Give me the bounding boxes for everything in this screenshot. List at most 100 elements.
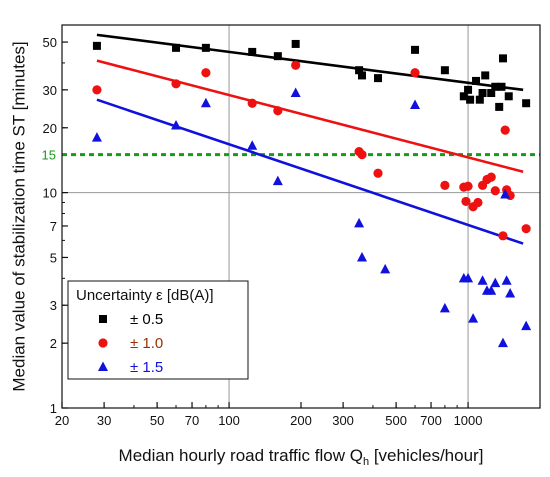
legend-marker (99, 315, 107, 323)
data-point (354, 217, 365, 228)
data-point (472, 76, 481, 85)
data-point (410, 68, 420, 78)
data-point (91, 132, 102, 142)
data-point (410, 99, 421, 110)
data-point (92, 41, 101, 50)
data-point (440, 66, 449, 75)
legend-box (67, 280, 249, 380)
data-point (461, 196, 471, 207)
data-point (172, 43, 181, 52)
data-point (500, 188, 511, 199)
legend-marker (98, 338, 108, 348)
y-tick-label: 30 (43, 83, 57, 98)
legend-marker (98, 361, 108, 371)
data-point (273, 106, 283, 116)
x-tick-label: 500 (385, 413, 407, 428)
data-point (501, 275, 512, 285)
data-point (92, 85, 102, 95)
fit-lines (96, 33, 524, 245)
data-point (247, 140, 258, 150)
data-point (495, 102, 504, 111)
data-point (522, 99, 531, 108)
y-tick-label: 1 (50, 401, 57, 416)
data-point (291, 39, 300, 48)
y-tick-label: 20 (43, 121, 57, 136)
data-point (171, 119, 182, 130)
y-tick-label: 2 (50, 336, 57, 351)
data-point (373, 168, 383, 178)
legend-title: Uncertainty ε [dB(A)] (76, 287, 214, 304)
fit-line (96, 33, 524, 92)
reference-line-label: 15 (42, 148, 56, 163)
data-point (459, 92, 468, 101)
x-tick-label: 300 (332, 413, 354, 428)
data-point (355, 66, 364, 75)
data-point (486, 285, 497, 295)
data-point (491, 82, 500, 91)
x-tick-label: 1000 (454, 413, 483, 428)
data-point (486, 172, 496, 182)
data-point (521, 320, 532, 331)
x-tick-label: 100 (218, 413, 240, 428)
data-point (497, 82, 506, 91)
x-tick-label: 30 (97, 413, 111, 428)
data-point (247, 98, 257, 108)
data-point (478, 89, 487, 98)
data-point (497, 337, 508, 348)
x-tick-label: 50 (150, 413, 164, 428)
legend: Uncertainty ε [dB(A)] ± 0.5 ± 1.0 ± 1.5 (67, 280, 249, 380)
fit-line (96, 98, 524, 245)
data-point (468, 313, 479, 323)
y-axis: 1 2 3 5 7 10 20 30 50 (43, 24, 68, 416)
data-point (440, 180, 450, 191)
data-point (464, 85, 473, 94)
data-point (439, 302, 450, 313)
data-point (380, 263, 391, 274)
data-point (272, 175, 283, 186)
data-point (357, 150, 367, 160)
data-point (201, 68, 211, 78)
data-point (477, 275, 488, 285)
data-point (466, 95, 475, 104)
data-point (498, 231, 508, 241)
y-axis-title: Median value of stabilization time ST [m… (9, 41, 28, 391)
data-point (248, 47, 257, 56)
data-point (463, 272, 474, 283)
x-tick-label: 200 (290, 413, 312, 428)
data-point (374, 74, 383, 83)
y-tick-label: 50 (43, 35, 57, 50)
x-tick-label: 700 (420, 413, 442, 428)
data-point (475, 95, 484, 104)
x-axis: 20 30 50 70 100 200 300 500 700 1000 (55, 402, 541, 428)
data-point (463, 181, 473, 191)
data-point (521, 224, 531, 234)
fit-line (96, 59, 524, 173)
x-axis-title: Median hourly road traffic flow Qh [vehi… (119, 446, 484, 468)
x-tick-label: 20 (55, 413, 69, 428)
data-point (505, 288, 516, 298)
data-point (504, 92, 513, 101)
y-tick-label: 10 (43, 186, 57, 201)
data-point (200, 97, 211, 108)
x-tick-label: 70 (185, 413, 199, 428)
data-point (291, 60, 301, 70)
data-point (487, 89, 496, 98)
data-point (358, 71, 367, 80)
data-point (498, 54, 507, 63)
data-point (490, 277, 501, 288)
data-point (290, 87, 301, 98)
legend-label: ± 1.0 (130, 335, 163, 352)
y-tick-label: 7 (50, 219, 57, 234)
legend-label: ± 0.5 (130, 311, 163, 328)
data-point (500, 125, 510, 135)
data-point (171, 79, 181, 89)
data-point (201, 43, 210, 52)
y-tick-label: 5 (50, 250, 57, 265)
data-point (490, 186, 500, 196)
data-point (481, 71, 490, 80)
legend-label: ± 1.5 (130, 359, 163, 376)
data-point (411, 45, 420, 54)
y-tick-label: 3 (50, 298, 57, 313)
